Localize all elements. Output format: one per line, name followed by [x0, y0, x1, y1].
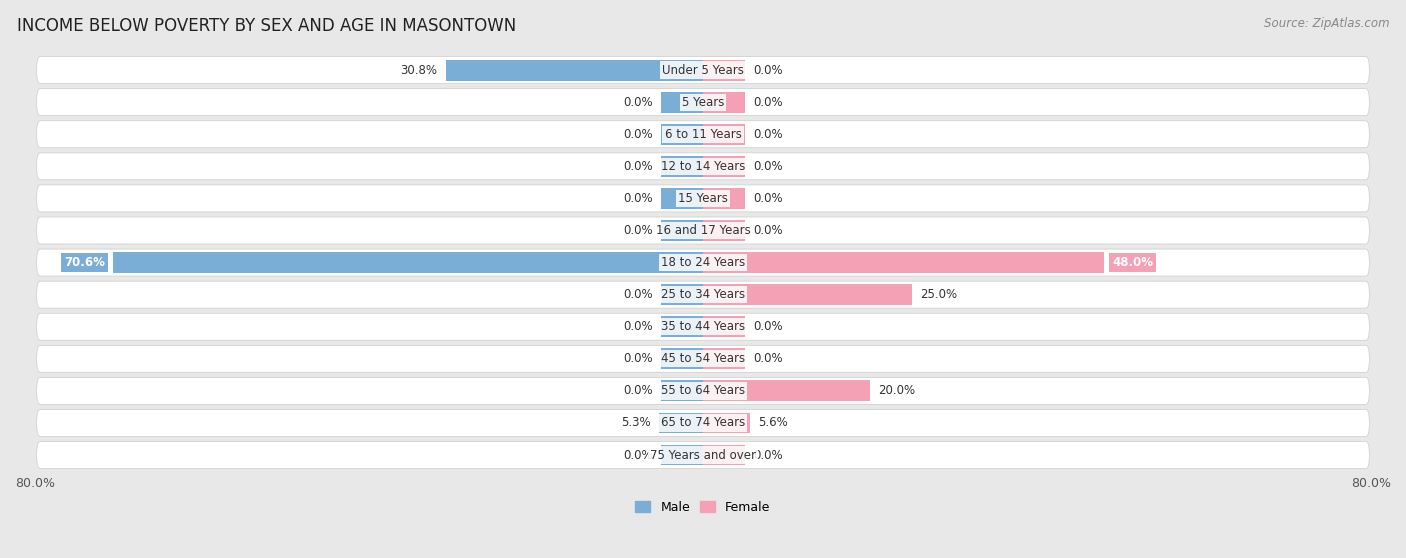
- Text: 0.0%: 0.0%: [623, 384, 652, 397]
- Text: 12 to 14 Years: 12 to 14 Years: [661, 160, 745, 173]
- Bar: [659, 412, 703, 434]
- Bar: [703, 60, 745, 80]
- Bar: [703, 220, 745, 241]
- FancyBboxPatch shape: [37, 89, 1369, 116]
- Text: 0.0%: 0.0%: [754, 352, 783, 365]
- Text: 0.0%: 0.0%: [754, 128, 783, 141]
- Text: 65 to 74 Years: 65 to 74 Years: [661, 416, 745, 430]
- Bar: [661, 348, 703, 369]
- FancyBboxPatch shape: [37, 377, 1369, 405]
- FancyBboxPatch shape: [37, 56, 1369, 84]
- Text: 5.3%: 5.3%: [621, 416, 651, 430]
- Text: 70.6%: 70.6%: [65, 256, 105, 269]
- Text: 18 to 24 Years: 18 to 24 Years: [661, 256, 745, 269]
- Text: 25 to 34 Years: 25 to 34 Years: [661, 288, 745, 301]
- Text: 70.6%: 70.6%: [67, 256, 105, 269]
- Text: 45 to 54 Years: 45 to 54 Years: [661, 352, 745, 365]
- Text: Under 5 Years: Under 5 Years: [662, 64, 744, 76]
- Bar: [661, 124, 703, 145]
- Text: 0.0%: 0.0%: [754, 192, 783, 205]
- Bar: [114, 252, 703, 273]
- FancyBboxPatch shape: [37, 281, 1369, 308]
- Text: 0.0%: 0.0%: [623, 95, 652, 109]
- FancyBboxPatch shape: [37, 121, 1369, 148]
- Bar: [661, 220, 703, 241]
- Text: 0.0%: 0.0%: [754, 320, 783, 333]
- Text: INCOME BELOW POVERTY BY SEX AND AGE IN MASONTOWN: INCOME BELOW POVERTY BY SEX AND AGE IN M…: [17, 17, 516, 35]
- Text: 5.6%: 5.6%: [758, 416, 787, 430]
- Text: 35 to 44 Years: 35 to 44 Years: [661, 320, 745, 333]
- Text: 6 to 11 Years: 6 to 11 Years: [665, 128, 741, 141]
- Bar: [703, 381, 870, 401]
- Text: 5 Years: 5 Years: [682, 95, 724, 109]
- Bar: [703, 92, 745, 113]
- FancyBboxPatch shape: [37, 185, 1369, 212]
- Bar: [661, 156, 703, 177]
- Bar: [661, 188, 703, 209]
- Bar: [661, 381, 703, 401]
- Text: 48.0%: 48.0%: [1112, 256, 1149, 269]
- Bar: [661, 316, 703, 337]
- Bar: [703, 445, 745, 465]
- Bar: [703, 124, 745, 145]
- Text: 0.0%: 0.0%: [623, 128, 652, 141]
- Text: 0.0%: 0.0%: [623, 192, 652, 205]
- Text: 0.0%: 0.0%: [623, 320, 652, 333]
- Text: 48.0%: 48.0%: [1112, 256, 1153, 269]
- Legend: Male, Female: Male, Female: [630, 496, 776, 519]
- Bar: [703, 316, 745, 337]
- Bar: [703, 348, 745, 369]
- Text: 0.0%: 0.0%: [754, 160, 783, 173]
- Text: 0.0%: 0.0%: [623, 352, 652, 365]
- FancyBboxPatch shape: [37, 217, 1369, 244]
- Text: 0.0%: 0.0%: [754, 224, 783, 237]
- FancyBboxPatch shape: [37, 313, 1369, 340]
- Text: 15 Years: 15 Years: [678, 192, 728, 205]
- Bar: [703, 156, 745, 177]
- Text: 0.0%: 0.0%: [623, 224, 652, 237]
- Text: 25.0%: 25.0%: [920, 288, 957, 301]
- Text: 0.0%: 0.0%: [623, 288, 652, 301]
- Text: 0.0%: 0.0%: [623, 160, 652, 173]
- FancyBboxPatch shape: [37, 249, 1369, 276]
- Text: 30.8%: 30.8%: [401, 64, 437, 76]
- Bar: [703, 252, 1104, 273]
- Bar: [661, 92, 703, 113]
- Text: 75 Years and over: 75 Years and over: [650, 449, 756, 461]
- Text: 0.0%: 0.0%: [754, 449, 783, 461]
- Text: Source: ZipAtlas.com: Source: ZipAtlas.com: [1264, 17, 1389, 30]
- Text: 0.0%: 0.0%: [623, 449, 652, 461]
- FancyBboxPatch shape: [37, 410, 1369, 436]
- Bar: [661, 445, 703, 465]
- Bar: [703, 284, 911, 305]
- Bar: [703, 412, 749, 434]
- FancyBboxPatch shape: [37, 441, 1369, 469]
- Bar: [703, 188, 745, 209]
- Text: 0.0%: 0.0%: [754, 95, 783, 109]
- Bar: [661, 284, 703, 305]
- Text: 16 and 17 Years: 16 and 17 Years: [655, 224, 751, 237]
- Text: 20.0%: 20.0%: [879, 384, 915, 397]
- FancyBboxPatch shape: [37, 345, 1369, 372]
- Text: 0.0%: 0.0%: [754, 64, 783, 76]
- Text: 55 to 64 Years: 55 to 64 Years: [661, 384, 745, 397]
- FancyBboxPatch shape: [37, 153, 1369, 180]
- Bar: [446, 60, 703, 80]
